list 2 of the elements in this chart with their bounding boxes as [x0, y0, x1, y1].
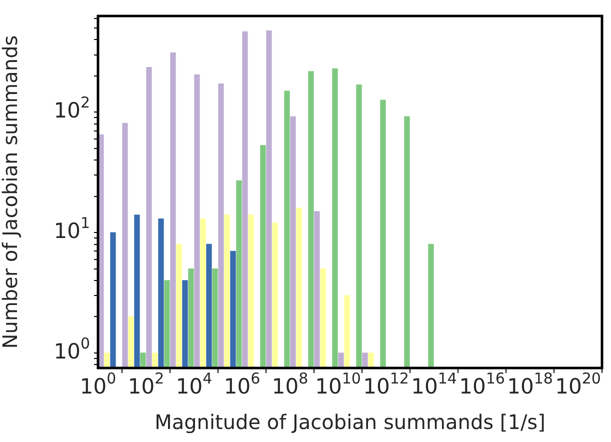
y-axis-title: Number of Jacobian summands — [0, 35, 22, 349]
x-axis-title: Magnitude of Jacobian summands [1/s] — [154, 410, 546, 434]
